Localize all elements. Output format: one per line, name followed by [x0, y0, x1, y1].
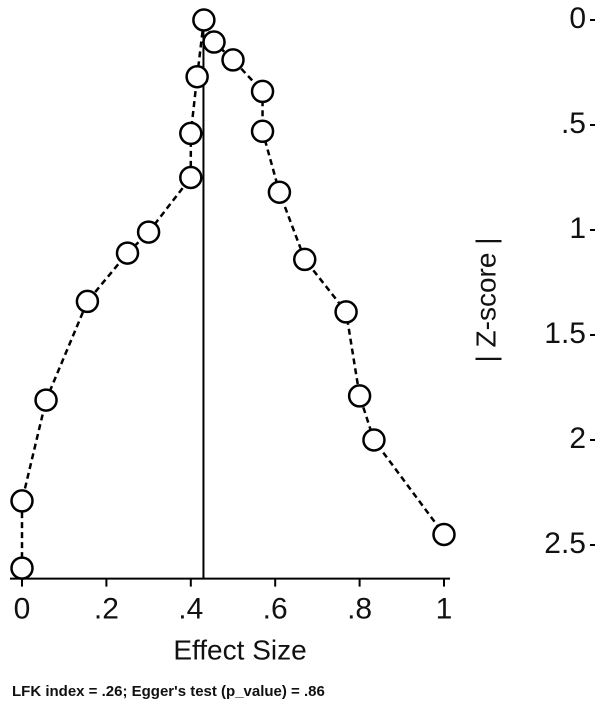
x-tick-label: .6 [263, 593, 288, 626]
point [347, 384, 372, 408]
point [267, 180, 292, 204]
x-axis-label: Effect Size [173, 634, 306, 665]
point [292, 247, 317, 272]
point [432, 522, 456, 547]
point [362, 428, 386, 452]
point [136, 220, 161, 244]
y-tick-label: 1.5 [544, 317, 586, 350]
y-tick-label: 0 [569, 2, 586, 35]
point [10, 556, 34, 580]
x-tick-label: 1 [436, 593, 453, 626]
x-tick-label: .4 [178, 593, 203, 626]
point [185, 64, 209, 89]
point [34, 388, 58, 412]
y-tick-label: 1 [569, 212, 586, 245]
point [115, 241, 140, 265]
point [179, 121, 203, 146]
point [250, 79, 275, 104]
x-tick-label: .8 [347, 593, 372, 626]
y-tick-label: .5 [561, 107, 586, 140]
x-tick-label: 0 [14, 593, 31, 626]
y-axis-label: | Z-score | [470, 237, 501, 362]
x-tick-label: .2 [94, 593, 119, 626]
point [192, 8, 216, 32]
y-tick-label: 2.5 [544, 527, 586, 560]
footnote: LFK index = .26; Egger's test (p_value) … [12, 683, 325, 700]
point [179, 165, 203, 190]
point [202, 30, 226, 54]
point [250, 119, 275, 144]
point [10, 489, 34, 513]
point [75, 289, 100, 314]
point [334, 300, 358, 324]
point [221, 48, 245, 72]
y-tick-label: 2 [569, 422, 586, 455]
